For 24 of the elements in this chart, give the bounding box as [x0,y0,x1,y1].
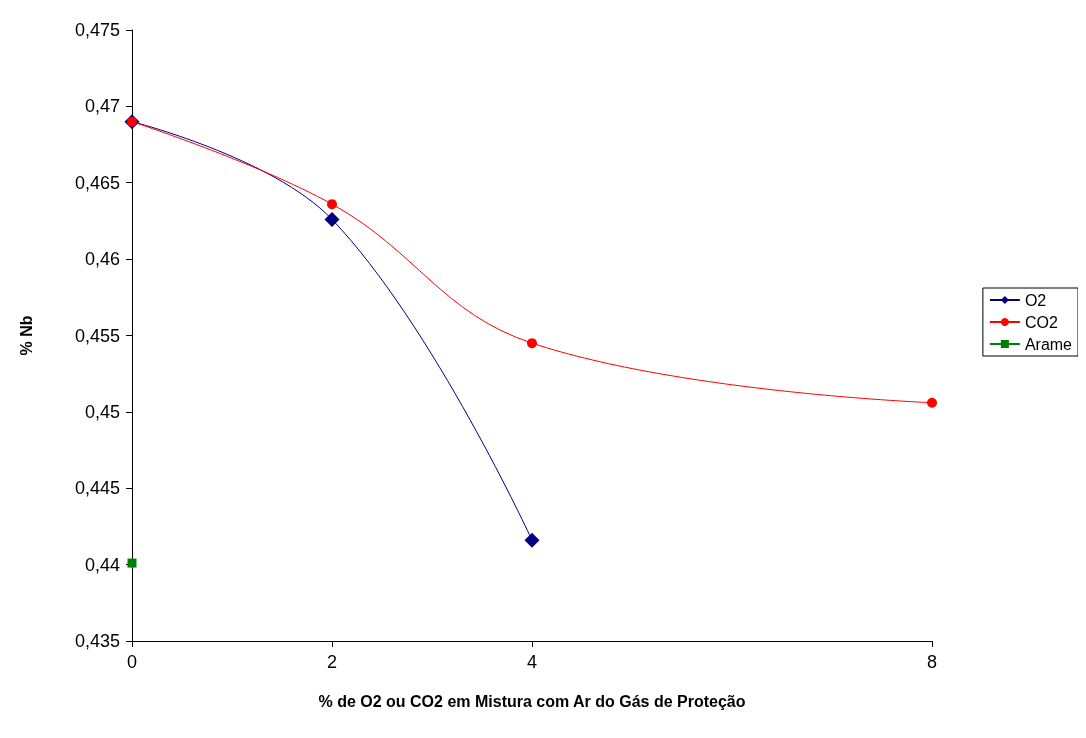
x-tick-label: 2 [326,652,338,672]
y-axis-title: % Nb [17,315,35,356]
x-tick-label: 4 [526,652,538,672]
point [324,211,340,227]
y-tick-label: 0,47 [84,96,120,117]
point [927,397,937,408]
point [127,558,137,568]
x-axis-title: % de O2 ou CO2 em Mistura com Ar do Gás de Proteção [318,692,746,710]
y-tick-label: 0,45 [84,401,120,422]
y-tick-label: 0,46 [84,249,120,270]
point [527,338,537,349]
x-tick-label: 8 [926,652,938,672]
y-tick-label: 0,465 [74,172,120,193]
legend-label: CO2 [1024,313,1058,331]
y-tick-label: 0,435 [74,631,120,651]
point [524,532,540,548]
x-tick-label: 0 [126,652,138,672]
y-tick-label: 0,445 [74,478,120,499]
y-tick-label: 0,475 [74,20,120,40]
y-tick-label: 0,455 [74,325,120,346]
y-tick-label: 0,44 [84,554,120,575]
legend-label: O2 [1024,291,1047,309]
point [327,199,337,210]
legend-label: Arame [1024,335,1073,353]
